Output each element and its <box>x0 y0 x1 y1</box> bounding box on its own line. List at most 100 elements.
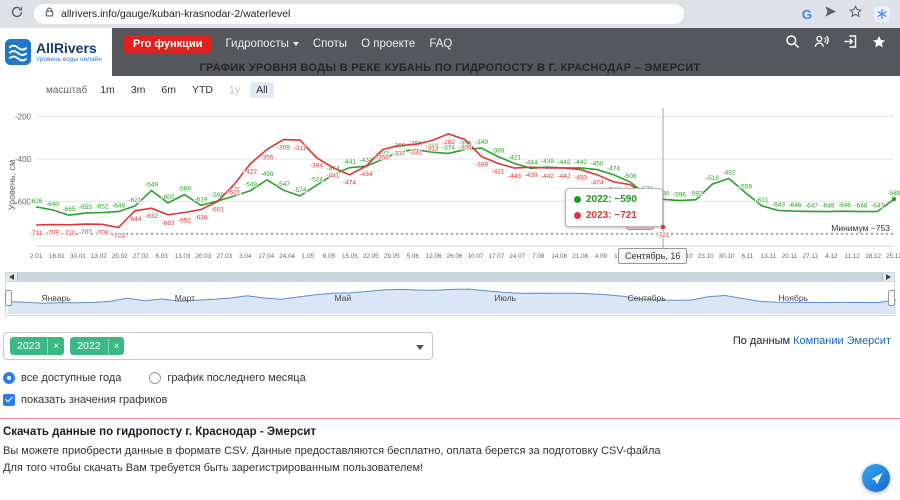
svg-text:-665: -665 <box>62 206 75 213</box>
show-values-checkbox[interactable]: показать значения графиков <box>3 394 897 406</box>
chip-remove-icon[interactable]: × <box>107 337 125 355</box>
svg-text:3.04: 3.04 <box>239 253 252 260</box>
svg-text:-575: -575 <box>227 187 240 194</box>
nav-item-1[interactable]: Споты <box>312 38 348 50</box>
range-button-ytd[interactable]: YTD <box>192 84 213 96</box>
years-select[interactable]: 2023 × 2022 × <box>3 332 433 360</box>
pro-features-button[interactable]: Pro функции <box>124 35 212 53</box>
svg-text:16.01: 16.01 <box>49 253 65 260</box>
svg-text:27.02: 27.02 <box>133 253 149 260</box>
svg-text:-356: -356 <box>376 155 389 162</box>
year-chip-2023[interactable]: 2023 × <box>10 337 65 355</box>
svg-text:22.05: 22.05 <box>363 253 379 260</box>
navigator-left-handle[interactable] <box>5 290 12 306</box>
bookmark-star-icon[interactable] <box>848 5 863 23</box>
svg-text:-710: -710 <box>62 230 75 237</box>
waves-logo-icon <box>5 39 31 65</box>
range-button-1m[interactable]: 1m <box>100 84 115 96</box>
svg-text:-474: -474 <box>590 180 603 187</box>
svg-text:20.02: 20.02 <box>112 253 128 260</box>
svg-text:20.03: 20.03 <box>196 253 212 260</box>
svg-text:-444: -444 <box>524 159 537 166</box>
login-icon[interactable] <box>843 34 858 54</box>
svg-text:-309: -309 <box>277 145 290 152</box>
svg-text:-589: -589 <box>887 190 900 197</box>
nav-item-3[interactable]: FAQ <box>429 38 453 50</box>
scrollbar-left-arrow-icon[interactable] <box>6 273 17 281</box>
svg-text:-331: -331 <box>409 149 422 156</box>
radio-all-years[interactable]: все доступные года <box>3 372 121 384</box>
svg-text:-309: -309 <box>458 145 471 152</box>
range-button-6m[interactable]: 6m <box>161 84 176 96</box>
chevron-down-icon <box>416 345 424 350</box>
svg-text:-648: -648 <box>112 203 125 210</box>
emersit-company-link[interactable]: Компании Эмерсит <box>793 335 891 347</box>
nav-item-0[interactable]: Гидропосты <box>225 38 299 50</box>
svg-text:10.07: 10.07 <box>468 253 484 260</box>
svg-text:15.05: 15.05 <box>342 253 358 260</box>
y-axis-title: Уровень, см <box>7 159 17 211</box>
svg-text:-709: -709 <box>46 230 59 237</box>
svg-text:-313: -313 <box>425 146 438 153</box>
svg-text:-421: -421 <box>491 168 504 175</box>
lock-icon <box>44 5 55 23</box>
svg-text:-648: -648 <box>821 203 834 210</box>
navigator-scrollbar[interactable] <box>5 272 895 282</box>
extension-icon[interactable] <box>874 6 890 22</box>
svg-text:-549: -549 <box>145 182 158 189</box>
svg-text:-547: -547 <box>277 181 290 188</box>
svg-text:-638: -638 <box>194 215 207 222</box>
search-icon[interactable] <box>785 34 800 54</box>
svg-text:2.01: 2.01 <box>30 253 43 260</box>
year-chip-2022[interactable]: 2022 × <box>70 337 125 355</box>
navigator-right-handle[interactable] <box>888 290 895 306</box>
svg-text:-508: -508 <box>623 173 636 180</box>
download-section: Скачать данные по гидропосту г. Краснода… <box>0 418 900 474</box>
svg-text:18.12: 18.12 <box>865 253 881 260</box>
site-logo[interactable]: AllRivers Уровень воды онлайн <box>0 28 112 76</box>
range-button-all[interactable]: All <box>250 82 274 98</box>
chat-widget-button[interactable] <box>862 464 890 492</box>
svg-text:-368: -368 <box>425 143 438 150</box>
favorites-star-icon[interactable] <box>872 35 886 54</box>
range-button-1y[interactable]: 1y <box>229 84 241 96</box>
radio-unselected-icon <box>149 372 162 384</box>
scrollbar-thumb[interactable] <box>17 273 883 281</box>
navigator-month-label: Март <box>174 293 196 303</box>
reload-icon[interactable] <box>10 5 24 24</box>
svg-text:5.06: 5.06 <box>407 253 420 260</box>
svg-text:-621: -621 <box>755 197 768 204</box>
nav-item-2[interactable]: О проекте <box>361 38 416 50</box>
svg-text:25.12: 25.12 <box>886 253 900 260</box>
svg-text:-721: -721 <box>656 232 669 239</box>
svg-text:-441: -441 <box>343 159 356 166</box>
svg-text:20.11: 20.11 <box>782 253 798 260</box>
svg-text:29.05: 29.05 <box>384 253 400 260</box>
series-dot-icon <box>574 196 581 203</box>
navigator-month-label: Июль <box>494 293 517 303</box>
url-field[interactable]: allrivers.info/gauge/kuban-krasnodar-2/w… <box>34 4 684 24</box>
data-attribution: По данным Компании Эмерсит <box>732 335 891 347</box>
svg-text:-311: -311 <box>294 145 307 152</box>
scrollbar-right-arrow-icon[interactable] <box>883 273 894 281</box>
user-voice-icon[interactable] <box>814 34 829 54</box>
svg-text:-400: -400 <box>15 155 32 164</box>
radio-last-month[interactable]: график последнего месяца <box>149 372 306 384</box>
svg-text:-646: -646 <box>838 202 851 209</box>
navigator-month-label: Январь <box>41 293 71 303</box>
navigator-area[interactable]: Январь Март Май Июль Сентябрь Ноябрь <box>5 282 897 316</box>
google-icon[interactable]: G <box>801 6 812 22</box>
svg-text:-389: -389 <box>475 162 488 169</box>
tooltip-row-2023: 2023: −721 <box>574 210 654 221</box>
share-icon[interactable] <box>824 5 837 23</box>
nav-menu: Гидропосты Споты О проекте FAQ <box>225 38 452 50</box>
chart-plot-area[interactable]: -200 -400 -600 Минимум −753 -626 -640-665 -655… <box>0 100 900 266</box>
tooltip-row-2022: 2022: −590 <box>574 194 654 205</box>
svg-text:-402: -402 <box>376 150 389 157</box>
svg-text:12.06: 12.06 <box>426 253 442 260</box>
svg-text:-439: -439 <box>541 158 554 165</box>
svg-text:-590: -590 <box>656 190 669 197</box>
range-button-3m[interactable]: 3m <box>130 84 146 96</box>
svg-text:-708: -708 <box>95 229 108 236</box>
chip-remove-icon[interactable]: × <box>47 337 64 355</box>
